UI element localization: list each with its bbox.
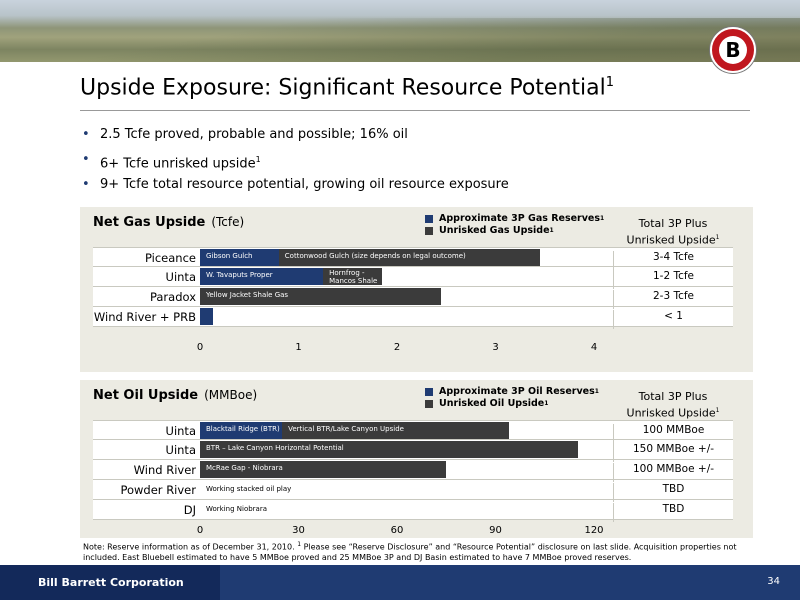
header-banner: [0, 0, 800, 62]
row-label: Wind River + PRB: [93, 310, 196, 324]
oil-total-header: Total 3P Plus Unrisked Upside1: [626, 390, 720, 420]
legend-swatch-gray: [425, 227, 433, 235]
oil-chart-title: Net Oil Upside (MMBoe): [93, 388, 258, 403]
gas-row-wind-river-prb: Wind River + PRB < 1: [93, 307, 733, 329]
tick-label: 4: [590, 342, 598, 353]
legend-label-reserves: Approximate 3P Gas Reserves: [439, 213, 601, 224]
oil-row-uinta: Uinta Blacktail Ridge (BTR) Vertical BTR…: [93, 420, 733, 443]
row-total: 100 MMBoe: [613, 424, 733, 443]
oil-row-dj: DJ Working Niobrara TBD: [93, 500, 733, 522]
company-name: Bill Barrett Corporation: [38, 576, 184, 589]
row-label: Uinta: [165, 270, 196, 284]
oil-table: Uinta Blacktail Ridge (BTR) Vertical BTR…: [93, 420, 733, 522]
legend-label-upside: Unrisked Oil Upside: [439, 398, 545, 409]
bullet-item: 9+ Tcfe total resource potential, growin…: [80, 175, 680, 200]
bullet-item: 2.5 Tcfe proved, probable and possible; …: [80, 125, 680, 150]
oil-legend: Approximate 3P Oil Reserves 1 Unrisked Oi…: [425, 386, 599, 410]
row-total: 150 MMBoe +/-: [613, 443, 733, 462]
row-total: TBD: [613, 483, 733, 502]
oil-row-wind-river: Wind River McRae Gap - Niobrara 100 MMBo…: [93, 460, 733, 482]
legend-swatch-blue: [425, 388, 433, 396]
gas-unit: (Tcfe): [211, 215, 245, 229]
tick-label: 3: [492, 342, 499, 353]
title-divider: [80, 110, 750, 111]
row-total: 1-2 Tcfe: [613, 270, 733, 289]
row-label: Powder River: [120, 483, 196, 497]
gas-total-header: Total 3P Plus Unrisked Upside1: [626, 217, 720, 247]
tick-label: 0: [196, 525, 204, 536]
row-total: 2-3 Tcfe: [613, 290, 733, 309]
oil-row-powder-river: Powder River Working stacked oil play TB…: [93, 480, 733, 502]
page-title: Upside Exposure: Significant Resource Po…: [80, 75, 615, 101]
bullet-item: 6+ Tcfe unrisked upside1: [80, 150, 680, 175]
gas-table: Piceance Gibson Gulch Cottonwood Gulch (…: [93, 247, 733, 329]
logo-letter: B: [725, 38, 741, 62]
gas-chart-panel: Net Gas Upside (Tcfe) Approximate 3P Gas …: [80, 207, 753, 372]
gas-row-uinta: Uinta W. Tavaputs Proper Hornfrog - Manco…: [93, 267, 733, 289]
bar-reserves: Gibson Gulch: [200, 249, 279, 266]
row-label: DJ: [183, 503, 196, 517]
oil-x-axis: 0 30 60 90 120: [196, 525, 620, 539]
legend-swatch-blue: [425, 215, 433, 223]
row-total: 100 MMBoe +/-: [613, 463, 733, 482]
row-label: Uinta: [165, 443, 196, 457]
bar-reserves: Blacktail Ridge (BTR): [200, 422, 283, 439]
mountain-image: [0, 18, 800, 62]
gas-row-piceance: Piceance Gibson Gulch Cottonwood Gulch (…: [93, 247, 733, 270]
row-note: Working stacked oil play: [206, 485, 292, 493]
bar-upside: Vertical BTR/Lake Canyon Upside: [282, 422, 509, 439]
tick-label: 2: [393, 342, 401, 353]
bar-upside: Yellow Jacket Shale Gas: [200, 288, 442, 305]
tick-label: 90: [489, 525, 502, 536]
row-note: Working Niobrara: [206, 505, 268, 513]
tick-label: 0: [196, 342, 204, 353]
row-total: TBD: [613, 503, 733, 522]
oil-unit: (MMBoe): [204, 388, 258, 402]
footer-bar: Bill Barrett Corporation 34: [0, 565, 800, 600]
row-total: < 1: [613, 310, 733, 329]
legend-label-reserves: Approximate 3P Oil Reserves: [439, 386, 595, 397]
gas-row-paradox: Paradox Yellow Jacket Shale Gas 2-3 Tcfe: [93, 287, 733, 309]
footnote: Note: Reserve information as of December…: [83, 541, 737, 562]
bar-upside: BTR – Lake Canyon Horizontal Potential: [200, 441, 578, 458]
tick-label: 60: [390, 525, 404, 536]
gas-chart-title: Net Gas Upside (Tcfe): [93, 215, 245, 230]
row-label: Uinta: [165, 424, 196, 438]
row-label: Piceance: [144, 251, 196, 265]
legend-label-upside: Unrisked Gas Upside: [439, 225, 550, 236]
bullet-list: 2.5 Tcfe proved, probable and possible; …: [80, 125, 680, 200]
bar-upside: Cottonwood Gulch (size depends on legal …: [278, 249, 540, 266]
bar-upside: McRae Gap - Niobrara: [200, 461, 447, 478]
tick-label: 1: [295, 342, 302, 353]
company-logo: B: [710, 27, 756, 73]
gas-x-axis: 0 1 2 3 4: [196, 342, 620, 356]
oil-row-uinta-horizontal: Uinta BTR – Lake Canyon Horizontal Poten…: [93, 440, 733, 462]
bar-reserves: [200, 308, 213, 325]
gas-legend: Approximate 3P Gas Reserves 1 Unrisked Ga…: [425, 213, 604, 237]
legend-swatch-gray: [425, 400, 433, 408]
page-number: 34: [767, 576, 780, 587]
tick-label: 120: [584, 525, 604, 536]
row-label: Paradox: [149, 290, 196, 304]
row-total: 3-4 Tcfe: [613, 251, 733, 270]
bar-reserves: W. Tavaputs Proper: [200, 268, 324, 285]
title-footnote: 1: [605, 75, 615, 90]
tick-label: 30: [292, 525, 305, 536]
bar-upside: Hornfrog - Mancos Shale: [323, 268, 383, 285]
row-label: Wind River: [133, 463, 196, 477]
oil-chart-panel: Net Oil Upside (MMBoe) Approximate 3P Oil…: [80, 380, 753, 538]
